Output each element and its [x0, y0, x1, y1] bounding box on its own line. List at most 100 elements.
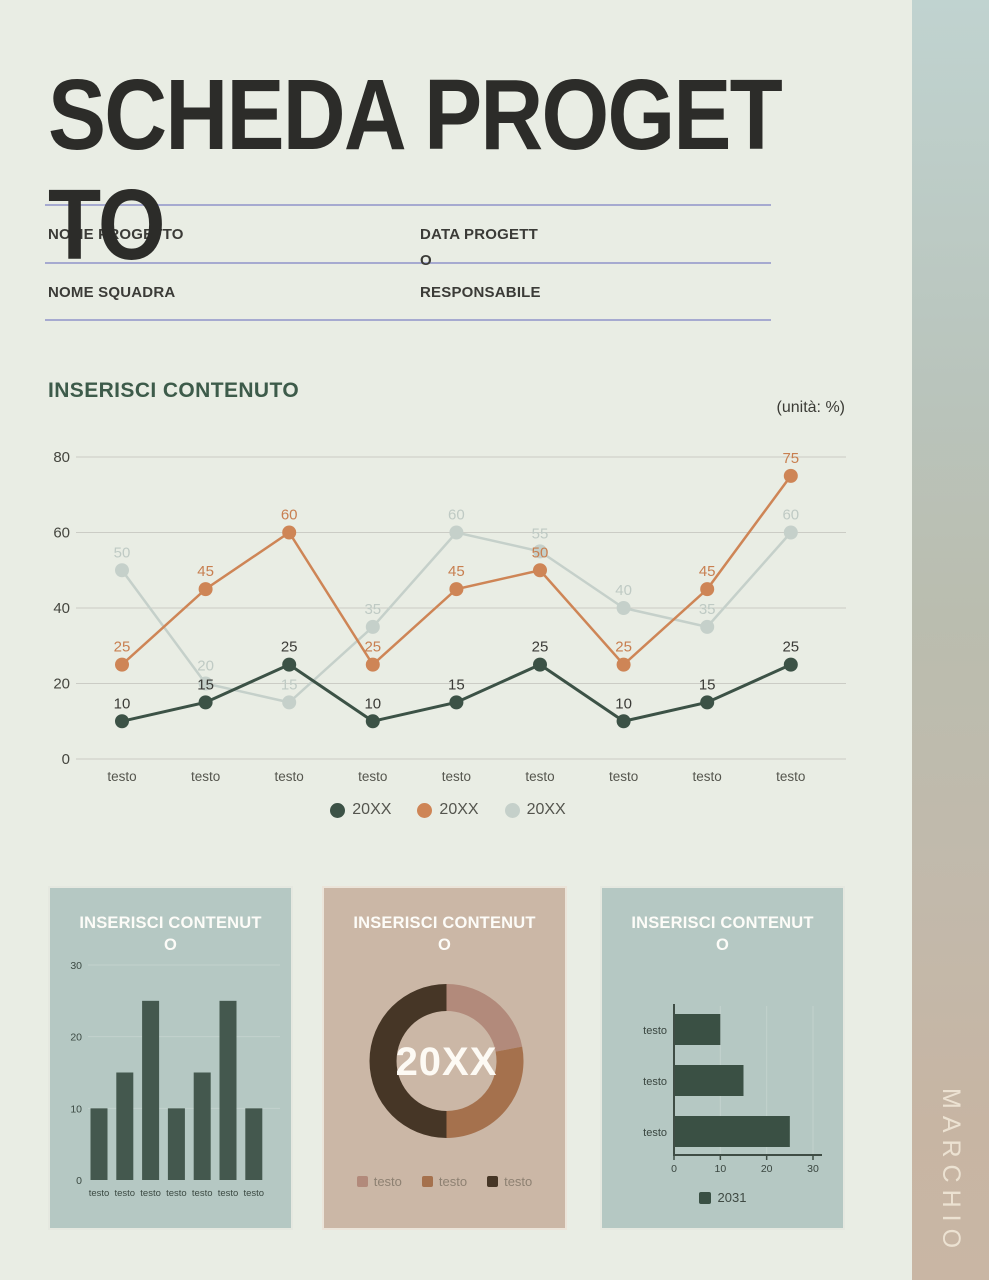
svg-text:testo: testo	[776, 769, 805, 784]
svg-text:45: 45	[699, 563, 716, 580]
svg-text:80: 80	[53, 449, 70, 466]
svg-text:10: 10	[364, 695, 381, 712]
svg-text:40: 40	[53, 600, 70, 617]
svg-text:testo: testo	[218, 1188, 239, 1199]
card-donut-chart: 20XX	[369, 984, 524, 1138]
form-line	[45, 204, 771, 206]
svg-text:55: 55	[532, 525, 549, 542]
legend-swatch	[417, 802, 433, 818]
svg-text:10: 10	[70, 1103, 82, 1115]
svg-text:15: 15	[281, 676, 298, 693]
legend-label: testo	[438, 1174, 468, 1189]
svg-text:testo: testo	[442, 769, 471, 784]
svg-text:45: 45	[197, 563, 214, 580]
svg-text:15: 15	[448, 676, 465, 693]
svg-text:0: 0	[76, 1175, 82, 1187]
svg-text:25: 25	[782, 639, 799, 656]
svg-text:35: 35	[364, 601, 381, 618]
svg-text:testo: testo	[140, 1188, 161, 1199]
svg-text:testo: testo	[358, 769, 387, 784]
legend-label: 2031	[717, 1190, 747, 1205]
form-label-nome-progetto: NOME PROGETTO	[48, 226, 184, 243]
svg-text:25: 25	[114, 639, 131, 656]
legend-item: 2031	[698, 1190, 747, 1205]
form-label-data-progetto: DATA PROGETTO	[420, 226, 538, 270]
svg-text:20: 20	[70, 1032, 82, 1044]
legend-label: 20XX	[439, 801, 479, 818]
card-title: INSERISCI CONTENUTO	[353, 914, 536, 955]
svg-text:15: 15	[197, 676, 214, 693]
card-title: INSERISCI CONTENUTO	[79, 914, 262, 955]
svg-text:60: 60	[448, 507, 465, 524]
hbar-legend: 2031	[602, 1190, 843, 1205]
legend-swatch	[504, 802, 520, 818]
svg-text:25: 25	[615, 639, 632, 656]
form-line	[45, 262, 771, 264]
svg-text:0: 0	[62, 751, 70, 768]
svg-text:testo: testo	[243, 1188, 264, 1199]
legend-item: 20XX	[504, 801, 566, 819]
svg-text:30: 30	[807, 1163, 819, 1175]
svg-text:50: 50	[114, 544, 131, 561]
legend-label: testo	[373, 1174, 402, 1189]
legend-swatch	[421, 1176, 433, 1187]
svg-text:20: 20	[53, 676, 70, 693]
legend-swatch	[356, 1176, 368, 1187]
svg-text:35: 35	[699, 601, 716, 618]
svg-text:testo: testo	[643, 1076, 667, 1088]
main-line-chart: 0 20 40 60 80 testo testo testo testo testo testo t…	[53, 449, 846, 784]
card-hbar-chart: 0 10 20 30 testo testo testo	[643, 1004, 822, 1175]
svg-text:25: 25	[532, 639, 549, 656]
svg-text:testo: testo	[643, 1025, 667, 1037]
legend-label: 20XX	[526, 801, 566, 818]
legend-label: testo	[504, 1174, 533, 1189]
svg-text:50: 50	[532, 544, 549, 561]
form-label-responsabile: RESPONSABILE	[420, 284, 541, 301]
form-line	[45, 319, 771, 321]
svg-text:10: 10	[714, 1163, 726, 1175]
svg-text:60: 60	[782, 507, 799, 524]
svg-text:25: 25	[364, 639, 381, 656]
svg-text:testo: testo	[643, 1127, 667, 1139]
svg-text:20: 20	[197, 658, 214, 675]
svg-text:testo: testo	[191, 769, 220, 784]
svg-text:20XX: 20XX	[396, 1040, 498, 1084]
legend-label: 20XX	[352, 801, 392, 818]
form-label-nome-squadra: NOME SQUADRA	[48, 284, 176, 301]
svg-text:45: 45	[448, 563, 465, 580]
card-title: INSERISCI CONTENUTO	[631, 914, 814, 955]
svg-text:75: 75	[782, 450, 799, 467]
legend-item: 20XX	[330, 801, 391, 819]
card-donut-chart-panel: INSERISCI CONTENUTO 20XX testo testo testo	[322, 886, 567, 1230]
legend-swatch	[487, 1176, 499, 1187]
svg-text:testo: testo	[107, 769, 136, 784]
donut-legend: testo testo testo	[324, 1174, 565, 1189]
main-chart-legend: 20XX 20XX 20XX	[48, 801, 848, 819]
svg-text:10: 10	[114, 695, 131, 712]
svg-text:25: 25	[281, 639, 298, 656]
card-hbar-chart-panel: INSERISCI CONTENUTO 0 10 20 30 testo testo tes…	[600, 886, 845, 1230]
card-bar-chart-panel: INSERISCI CONTENUTO 0 10 20 30 testo testo tes…	[48, 886, 293, 1230]
page-title: SCHEDA PROGETTO	[48, 59, 783, 281]
brand-label: MARCHIO	[937, 1088, 965, 1256]
svg-text:60: 60	[281, 507, 298, 524]
legend-swatch	[330, 802, 346, 818]
legend-item: testo	[487, 1174, 532, 1189]
legend-item: testo	[356, 1174, 402, 1189]
brand-strip: MARCHIO	[912, 0, 989, 1280]
svg-text:testo: testo	[525, 769, 554, 784]
svg-text:testo: testo	[192, 1188, 213, 1199]
legend-item: testo	[421, 1174, 468, 1189]
svg-text:testo: testo	[693, 769, 722, 784]
card-bar-chart: 0 10 20 30 testo testo testo testo testo testo tes…	[70, 960, 280, 1199]
svg-text:testo: testo	[275, 769, 304, 784]
legend-item: 20XX	[417, 801, 479, 819]
svg-text:40: 40	[615, 582, 632, 599]
section-heading: INSERISCI CONTENUTO	[48, 379, 300, 402]
svg-text:20: 20	[761, 1163, 773, 1175]
svg-text:60: 60	[53, 525, 70, 542]
svg-text:testo: testo	[166, 1188, 187, 1199]
unit-note: (unità: %)	[776, 399, 845, 416]
svg-text:testo: testo	[114, 1188, 135, 1199]
